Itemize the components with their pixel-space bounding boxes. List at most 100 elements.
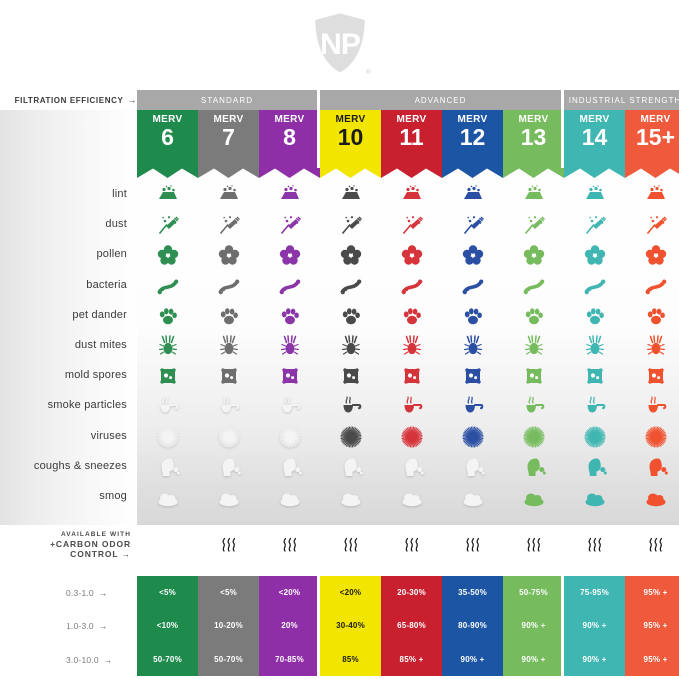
sneeze-icon <box>320 453 381 481</box>
bottom-column-merv-10: <20% 30-40% 85% <box>320 576 381 676</box>
dust-icon <box>259 211 320 239</box>
efficiency-value: 80-90% <box>458 621 487 631</box>
moldspore-icon <box>259 362 320 390</box>
row-label-coughs-sneezes: coughs & sneezes <box>33 459 127 472</box>
pollen-icon <box>259 241 320 269</box>
merv-column-header-10[interactable]: MERV 10 <box>320 110 381 178</box>
virus-icon <box>503 423 564 451</box>
sneeze-icon <box>564 453 625 481</box>
pipe-icon <box>625 392 679 420</box>
merv-number: 10 <box>337 124 364 150</box>
merv-column-header-13[interactable]: MERV 13 <box>503 110 564 178</box>
merv-column-header-11[interactable]: MERV 11 <box>381 110 442 178</box>
carbon-line2: +CARBON ODOR CONTROL → <box>50 539 131 559</box>
efficiency-value: 95% + <box>643 621 668 631</box>
dust-icon <box>198 211 259 239</box>
row-label-viruses: viruses <box>90 429 127 442</box>
arrow-right-icon: → <box>127 95 137 105</box>
paw-icon <box>320 302 381 330</box>
merv-column-header-14[interactable]: MERV 14 <box>564 110 625 178</box>
paw-icon <box>625 302 679 330</box>
merv-word: MERV <box>213 114 244 125</box>
efficiency-value: 90% + <box>582 621 607 631</box>
row-label-dust-mites: dust mites <box>74 339 127 351</box>
row-label-lint: lint <box>112 188 127 200</box>
group-header-industrial: INDUSTRIAL STRENGTH <box>564 90 679 110</box>
pennant-tail <box>381 167 442 178</box>
pipe-icon <box>564 392 625 420</box>
efficiency-value: 90% + <box>582 654 607 664</box>
smog-cloud-icon <box>137 483 198 511</box>
dustmite-icon <box>381 332 442 360</box>
dustmite-icon <box>625 332 679 360</box>
bacteria-icon <box>137 272 198 300</box>
paw-icon <box>137 302 198 330</box>
sneeze-icon <box>259 453 320 481</box>
row-label-dust: dust <box>105 218 127 231</box>
merv-column-header-12[interactable]: MERV 12 <box>442 110 503 178</box>
smog-cloud-icon <box>259 483 320 511</box>
smog-cloud-icon <box>625 483 679 511</box>
sneeze-icon <box>381 453 442 481</box>
efficiency-value: <5% <box>220 588 237 598</box>
virus-icon <box>259 423 320 451</box>
merv-word: MERV <box>396 114 427 125</box>
row-label-bacteria: bacteria <box>86 278 127 291</box>
pollen-icon <box>564 241 625 269</box>
lint-icon <box>442 181 503 209</box>
odor-wave-icon <box>320 534 381 556</box>
dust-icon <box>137 211 198 239</box>
odor-wave-icon <box>503 534 564 556</box>
smog-cloud-icon <box>320 483 381 511</box>
efficiency-value: 85% <box>342 654 359 664</box>
merv-column-header-15plus[interactable]: MERV 15+ <box>625 110 679 178</box>
row-label-mold-spores: mold spores <box>64 369 127 382</box>
bacteria-icon <box>564 272 625 300</box>
row-label-smoke-particles: smoke particles <box>47 399 127 412</box>
arrow-right-icon: → <box>98 588 108 598</box>
merv-number: 7 <box>222 124 235 150</box>
column-group-divider <box>561 576 564 676</box>
smog-cloud-icon <box>503 483 564 511</box>
merv-column-header-8[interactable]: MERV 8 <box>259 110 320 178</box>
merv-column-header-6[interactable]: MERV 6 <box>137 110 198 178</box>
dustmite-icon <box>320 332 381 360</box>
bottom-column-merv-14: 75-95% 90% + 90% + <box>564 576 625 676</box>
filtration-efficiency-label: FILTRATION EFFICIENCY → <box>0 90 137 110</box>
bottom-column-merv-15plus: 95% + 95% + 95% + <box>625 576 679 676</box>
efficiency-value: 20-30% <box>397 588 426 598</box>
sneeze-icon <box>442 453 503 481</box>
pennant-tail <box>503 167 564 178</box>
pennant-tail <box>320 167 381 178</box>
virus-icon <box>381 423 442 451</box>
merv-number: 14 <box>581 124 608 150</box>
lint-icon <box>625 181 679 209</box>
left-gradient-panel <box>0 110 137 525</box>
virus-icon <box>564 423 625 451</box>
efficiency-value: 70-85% <box>275 654 304 664</box>
merv-column-header-7[interactable]: MERV 7 <box>198 110 259 178</box>
paw-icon <box>503 302 564 330</box>
odor-wave-icon <box>564 534 625 556</box>
dustmite-icon <box>503 332 564 360</box>
efficiency-value: 90% + <box>521 621 546 631</box>
bottom-column-merv-13: 50-75% 90% + 90% + <box>503 576 564 676</box>
lint-icon <box>503 181 564 209</box>
virus-icon <box>320 423 381 451</box>
sneeze-icon <box>503 453 564 481</box>
dust-icon <box>442 211 503 239</box>
group-label: STANDARD <box>200 95 254 105</box>
pollen-icon <box>137 241 198 269</box>
efficiency-value: 50-75% <box>519 588 548 598</box>
odor-wave-icon <box>381 534 442 556</box>
group-label: INDUSTRIAL STRENGTH <box>568 95 679 105</box>
bacteria-icon <box>503 272 564 300</box>
moldspore-icon <box>442 362 503 390</box>
sneeze-icon <box>198 453 259 481</box>
dust-icon <box>503 211 564 239</box>
pollen-icon <box>320 241 381 269</box>
efficiency-value: 50-70% <box>214 654 243 664</box>
virus-icon <box>137 423 198 451</box>
group-header-standard: STANDARD <box>137 90 317 110</box>
